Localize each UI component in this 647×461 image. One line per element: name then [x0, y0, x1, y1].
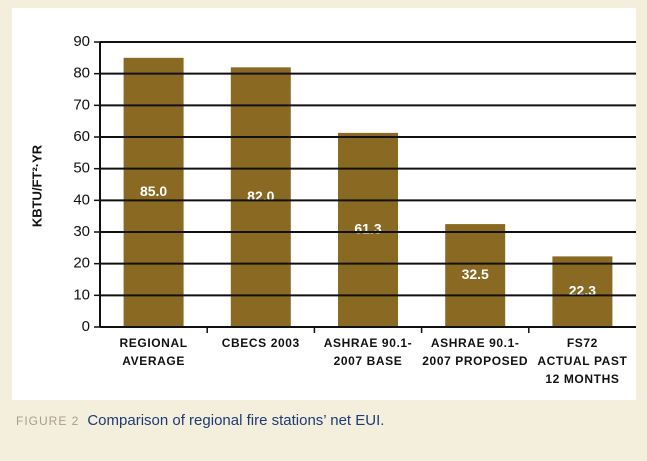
x-tick-label: CBECS 2003 [222, 336, 300, 350]
y-tick-label: 10 [73, 286, 90, 303]
chart: KBTU/FT²·YR 85.0 REGIONAL AVERAGE 82.0 CBECS… [12, 8, 636, 400]
bar [552, 256, 613, 327]
x-tick-line: 2007 BASE [334, 354, 403, 368]
value-label: 32.5 [462, 266, 489, 282]
x-tick-line: 2007 PROPOSED [422, 354, 528, 368]
y-tick-label: 80 [73, 65, 90, 82]
x-tick-line: ACTUAL PAST [537, 354, 627, 368]
x-tick-label: REGIONAL AVERAGE [120, 336, 188, 368]
y-tick-label: 50 [73, 160, 90, 177]
value-label: 85.0 [140, 183, 167, 199]
x-tick-line: REGIONAL [120, 336, 188, 350]
x-tick-label: ASHRAE 90.1- 2007 PROPOSED [422, 336, 528, 368]
caption-label: FIGURE 2 [16, 414, 80, 428]
x-tick-line: ASHRAE 90.1- [324, 336, 413, 350]
y-tick-label: 0 [82, 318, 90, 335]
bar [123, 57, 184, 327]
y-tick-label: 60 [73, 128, 90, 145]
x-tick-label: ASHRAE 90.1- 2007 BASE [324, 336, 413, 368]
x-tick-line: ASHRAE 90.1- [431, 336, 520, 350]
x-tick-line: CBECS 2003 [222, 336, 300, 350]
bar [445, 224, 506, 327]
x-tick-line: AVERAGE [122, 354, 185, 368]
x-tick-label: FS72 ACTUAL PAST 12 MONTHS [537, 336, 627, 386]
bar [230, 67, 291, 328]
x-tick-line: 12 MONTHS [545, 372, 619, 386]
value-label: 82.0 [247, 188, 274, 204]
caption: FIGURE 2 Comparison of regional fire stat… [16, 412, 384, 429]
y-tick-label: 90 [73, 33, 90, 50]
x-tick-line: FS72 [567, 336, 598, 350]
y-tick-label: 70 [73, 96, 90, 113]
y-axis-label: KBTU/FT²·YR [29, 144, 44, 227]
y-tick-label: 20 [73, 255, 90, 272]
y-tick-label: 40 [73, 191, 90, 208]
value-label: 61.3 [354, 221, 381, 237]
y-tick-label: 30 [73, 223, 90, 240]
caption-text: Comparison of regional fire stations’ ne… [87, 412, 385, 429]
